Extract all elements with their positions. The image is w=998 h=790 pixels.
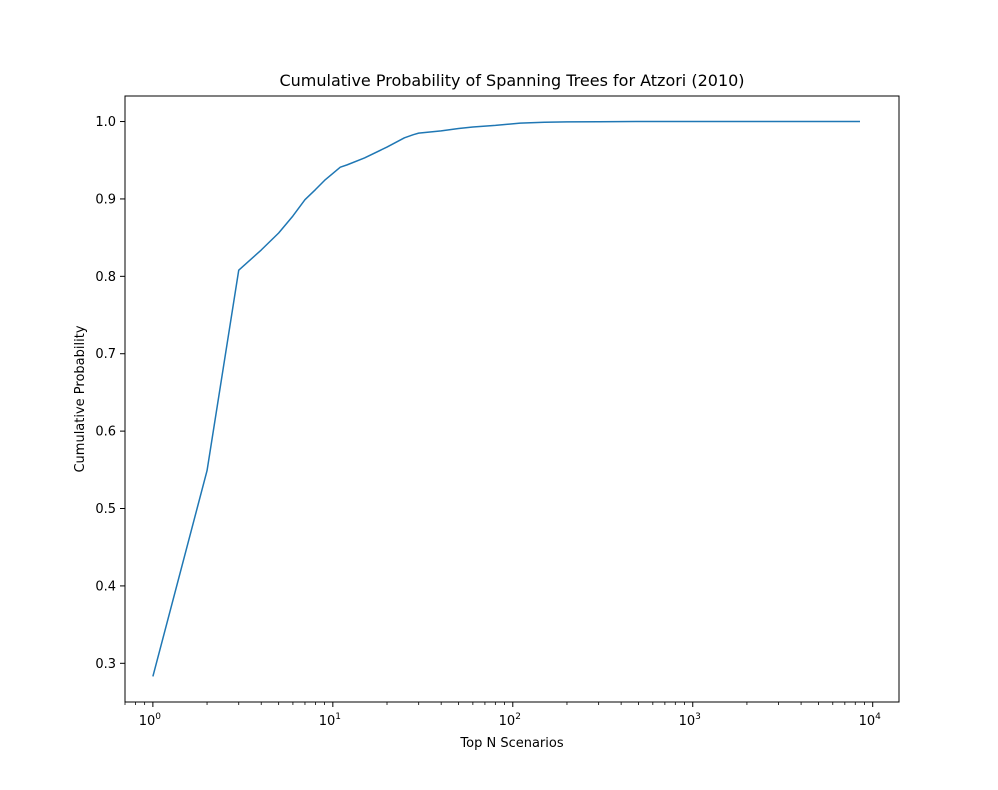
- plot-frame: [124, 95, 900, 703]
- y-tick-label: 0.6: [95, 425, 116, 440]
- x-tick-label: 100: [139, 712, 162, 729]
- y-axis: 0.3 0.4 0.5 0.6 0.7 0.8 0.9 1.0: [95, 115, 125, 672]
- x-axis: 100 101 102 103 104: [124, 702, 882, 729]
- x-axis-label: Top N Scenarios: [459, 736, 563, 751]
- y-tick-label: 0.8: [95, 270, 116, 285]
- y-tick-label: 1.0: [95, 115, 116, 130]
- y-tick-label: 0.9: [95, 192, 116, 207]
- x-tick-label: 101: [319, 712, 341, 729]
- x-tick-label: 103: [679, 712, 701, 729]
- y-tick-label: 0.5: [95, 502, 116, 517]
- y-tick-label: 0.3: [95, 657, 116, 672]
- y-axis-label: Cumulative Probability: [73, 325, 88, 472]
- chart-title: Cumulative Probability of Spanning Trees…: [279, 71, 744, 90]
- y-tick-label: 0.4: [95, 579, 116, 594]
- y-tick-label: 0.7: [95, 347, 116, 362]
- series-line: [152, 120, 860, 677]
- x-tick-label: 102: [499, 712, 521, 729]
- x-tick-label: 104: [859, 712, 882, 729]
